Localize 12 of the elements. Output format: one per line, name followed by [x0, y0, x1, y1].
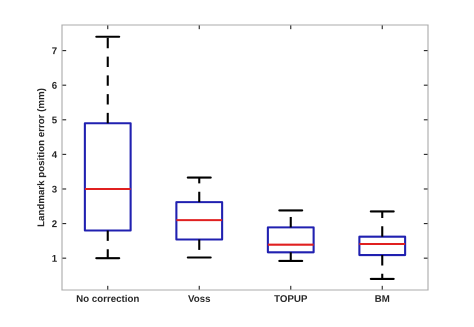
y-tick-label: 2 — [52, 220, 57, 228]
y-tick-label: 1 — [52, 255, 57, 262]
y-tick-label: 6 — [52, 82, 57, 89]
y-tick-label: 7 — [52, 47, 57, 54]
x-tick-label: Voss — [188, 295, 210, 302]
y-tick-label: 4 — [52, 151, 58, 158]
y-tick-label: 3 — [52, 186, 57, 193]
x-tick-label: TOPUP — [274, 295, 308, 302]
y-axis-title: Landmark position error (mm) — [37, 88, 46, 226]
y-tick-label: 5 — [52, 116, 57, 124]
x-tick-label: BM — [375, 295, 390, 302]
x-tick-label: No correction — [76, 294, 139, 302]
